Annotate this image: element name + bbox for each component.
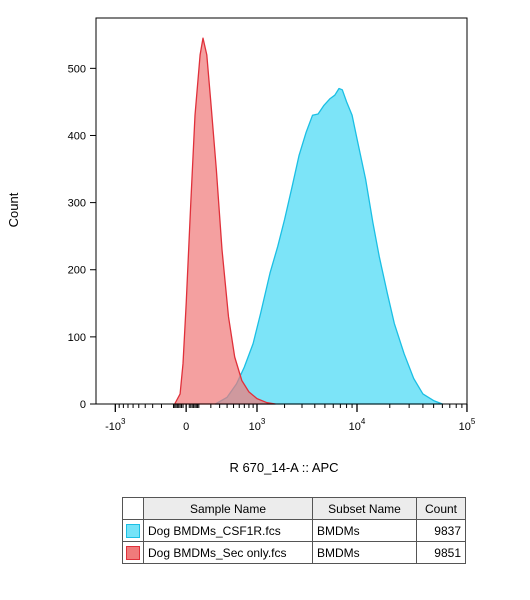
legend-header-sample: Sample Name bbox=[143, 497, 313, 520]
plot-frame bbox=[95, 17, 468, 405]
y-tick-label: 0 bbox=[80, 399, 86, 411]
legend-row: Dog BMDMs_Sec only.fcs BMDMs 9851 bbox=[122, 541, 466, 564]
legend-header-subset: Subset Name bbox=[312, 497, 417, 520]
legend-swatch-cell bbox=[122, 519, 144, 542]
legend-sample-name: Dog BMDMs_Sec only.fcs bbox=[143, 541, 313, 564]
legend-swatch bbox=[126, 523, 140, 538]
legend-table: Sample Name Subset Name Count Dog BMDMs_… bbox=[122, 497, 466, 564]
legend-swatch bbox=[126, 545, 140, 560]
y-tick-label: 400 bbox=[68, 130, 86, 142]
legend-header-blank bbox=[122, 497, 144, 520]
legend-sample-name: Dog BMDMs_CSF1R.fcs bbox=[143, 519, 313, 542]
x-axis-label: R 670_14-A :: APC bbox=[229, 460, 338, 475]
x-tick-label: 104 bbox=[349, 417, 366, 433]
x-tick-label: 105 bbox=[459, 417, 476, 433]
legend-count: 9837 bbox=[416, 519, 466, 542]
y-tick-label: 500 bbox=[68, 63, 86, 75]
series-sec-only-area bbox=[174, 37, 276, 405]
x-tick-label: 103 bbox=[249, 417, 266, 433]
legend-count: 9851 bbox=[416, 541, 466, 564]
series-csf1r-area bbox=[214, 87, 444, 405]
legend-subset-name: BMDMs bbox=[312, 519, 417, 542]
legend-subset-name: BMDMs bbox=[312, 541, 417, 564]
y-tick-label: 300 bbox=[68, 198, 86, 210]
y-tick-label: 100 bbox=[68, 332, 86, 344]
y-axis-label: Count bbox=[6, 192, 21, 227]
x-tick-label: -103 bbox=[105, 417, 126, 433]
legend-header-row: Sample Name Subset Name Count bbox=[122, 497, 466, 520]
y-tick-label: 200 bbox=[68, 265, 86, 277]
histogram-chart: 0 100 200 300 400 500 -103 0 103 104 105 R 670_14-… bbox=[6, 17, 476, 475]
legend-row: Dog BMDMs_CSF1R.fcs BMDMs 9837 bbox=[122, 519, 466, 542]
series-layer bbox=[174, 37, 444, 405]
axis-layer: 0 100 200 300 400 500 -103 0 103 104 105 bbox=[68, 63, 476, 433]
legend-swatch-cell bbox=[122, 541, 144, 564]
legend-header-count: Count bbox=[416, 497, 466, 520]
x-tick-label: 0 bbox=[183, 421, 189, 433]
